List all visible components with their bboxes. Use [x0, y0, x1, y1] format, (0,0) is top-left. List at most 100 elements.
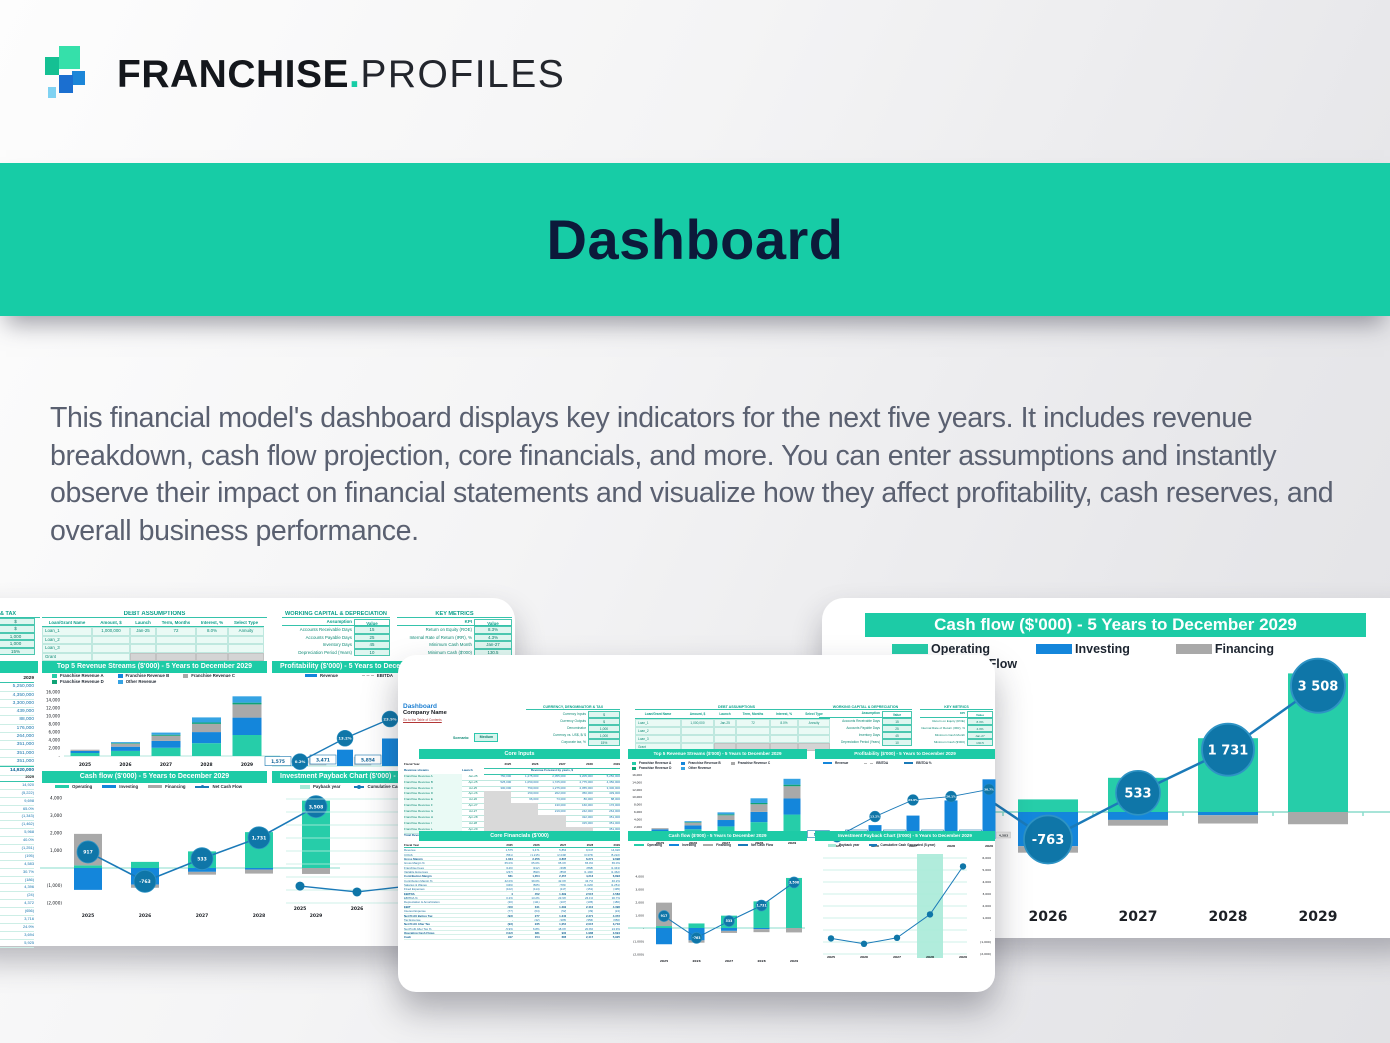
label: Internal Rate of Return (IRR), % — [920, 726, 965, 730]
ui-element: 12,000 — [632, 788, 642, 792]
label: Other Revenue — [125, 679, 157, 684]
ui-element — [783, 784, 801, 787]
ui-element — [996, 831, 1011, 839]
ui-element: 1,731 — [756, 904, 766, 908]
label: Investing — [682, 843, 697, 847]
label: 88,000 — [0, 716, 34, 725]
scenario-value-chip: Medium — [474, 733, 499, 742]
label: 3,716 — [593, 922, 620, 927]
ui-element — [192, 722, 221, 724]
label: EBIT (16) 341 1,292 2,410 4,396 — [404, 905, 620, 910]
label: 1,000,000 — [681, 719, 714, 727]
label: Franchise Fees (126) (312) (498) (868) (1,343… — [404, 866, 620, 871]
ui-element: 2,000 — [982, 904, 991, 908]
label: 277 — [512, 914, 540, 918]
ui-element — [111, 743, 140, 744]
ui-element — [721, 928, 737, 931]
ui-element — [232, 717, 262, 735]
label: Annuity — [228, 627, 264, 636]
label: Revenue streams Launch Revenue Forecast by… — [404, 768, 620, 775]
label: Depreciation Period (Years) 10 — [282, 648, 390, 656]
label: 686 — [539, 935, 567, 940]
label: COGS — [404, 853, 486, 858]
cashflow-big-title: Cash flow ($'000) - 5 Years to December … — [865, 613, 1366, 637]
label: Currency Inputs$ — [0, 618, 35, 626]
label: (551) — [486, 853, 513, 858]
label: Net Profit After Tax (93) 235 1,054 2,015 3,7… — [404, 922, 620, 927]
label — [156, 652, 196, 661]
ui-element — [651, 829, 669, 832]
label: Contribution Margin — [404, 874, 486, 879]
ui-element — [783, 798, 801, 815]
ui-element: 2027 — [722, 841, 730, 845]
label — [200, 784, 205, 789]
ui-element: 26.1% — [946, 795, 956, 799]
ui-element: 0.2% — [295, 759, 306, 764]
label: Franchise Revenue C — [183, 673, 235, 678]
financials-2029-column: 2029 14,920 (5,222) 9,698 65.0% (1,343) (1,462… — [0, 774, 34, 948]
label — [798, 735, 830, 743]
label — [703, 843, 714, 847]
label: 750,000 — [484, 774, 512, 781]
ui-element: 16,000 — [632, 773, 642, 777]
label: Assumption Value — [282, 619, 390, 627]
label: Jan-25 — [462, 774, 484, 781]
label: 2,055,000 — [538, 774, 566, 781]
label: EBIT — [404, 905, 486, 910]
ui-element — [192, 717, 221, 723]
ui-element: 6,000 — [634, 810, 642, 814]
label: 5,925 — [0, 940, 34, 948]
label: Gross Margin % 65.0% 65.0% 65.0% 65.0% 65.0% — [404, 861, 620, 866]
ui-element — [945, 790, 957, 803]
label: 4,583 — [593, 892, 620, 897]
core-financials-title: Core Financials ($'000) — [419, 831, 620, 841]
ui-element: 3,000 — [50, 813, 62, 818]
label: Gross Margin — [404, 857, 486, 862]
label: (1,251) — [593, 883, 620, 888]
ui-element — [684, 822, 702, 826]
label: Internal Rate of Return (IRR), % 4.3% — [920, 725, 993, 732]
label: 5,854 — [539, 848, 567, 853]
label: COGS (551) (1,215) (2,049) (3,376) (5,222) — [404, 853, 620, 858]
label: 2,015 — [566, 922, 594, 927]
label — [823, 762, 832, 764]
ui-element: 1 731 — [1208, 743, 1249, 758]
ui-element — [717, 812, 735, 815]
ui-element: 2,000 — [634, 825, 642, 829]
label: 4.3% — [474, 633, 512, 642]
ui-element — [1201, 722, 1255, 777]
ui-element — [917, 854, 943, 958]
ui-element — [133, 869, 157, 893]
label: Gross Margin 1,024 2,256 3,805 6,271 9,698 — [404, 857, 620, 862]
ui-element: 2025 — [656, 841, 664, 845]
label: (93) — [486, 922, 513, 927]
label: (16) — [486, 905, 513, 910]
ui-element — [944, 800, 958, 839]
ui-element: 2,000 — [49, 746, 61, 751]
label: Financing — [703, 843, 731, 847]
label: 381 — [512, 931, 540, 936]
ui-element: 5,854 — [361, 757, 375, 763]
key-metrics-table: KPI Value Return on Equity (ROE) 8.3% Intern… — [397, 619, 512, 656]
label: KPI — [397, 619, 474, 627]
ui-element: (2,000) — [633, 953, 644, 957]
label: Cash 917 154 686 2,417 5,925 — [404, 935, 620, 940]
label: Revenue — [835, 761, 849, 765]
ui-element — [70, 753, 100, 756]
label: (1,343) — [0, 813, 34, 822]
ui-element — [651, 828, 669, 830]
ui-element — [192, 732, 221, 744]
label: Accounts Receivable Days 15 — [819, 718, 912, 725]
label: Accounts Receivable Days 15 — [282, 626, 390, 634]
label: 88,000 — [592, 797, 620, 805]
label: 65.0% — [0, 806, 34, 814]
ui-element — [1288, 812, 1348, 825]
ui-element: 2027 — [196, 913, 209, 919]
core-inputs-title: Core Inputs — [419, 749, 620, 759]
label: 264,000 — [0, 733, 34, 742]
ui-element: - — [59, 754, 61, 759]
label — [55, 784, 69, 789]
section-title-key-metrics: KEY METRICS — [397, 611, 512, 618]
ui-element — [684, 821, 702, 823]
